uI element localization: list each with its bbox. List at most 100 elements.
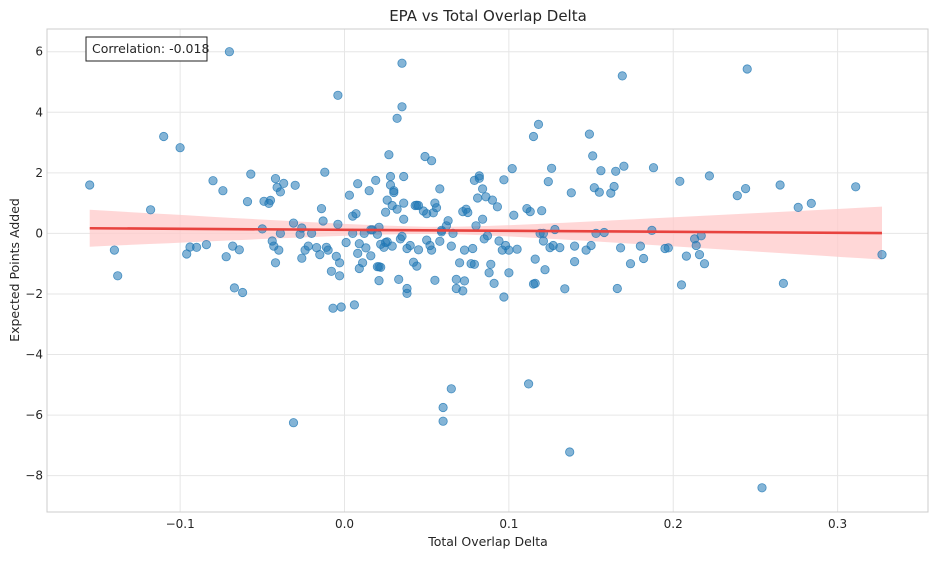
data-point [399,198,409,208]
data-point [265,195,276,205]
data-point [742,64,752,74]
data-point [472,193,483,203]
data-point [270,258,281,268]
data-point [596,166,606,176]
x-tick-label: 0.2 [664,517,683,531]
y-tick-label: 4 [35,105,43,119]
data-point [431,203,442,213]
y-axis-title: Expected Points Added [7,198,22,342]
plot-frame [46,28,929,513]
data-point [566,188,576,198]
data-point [443,216,453,226]
data-point [594,187,604,197]
data-point [691,240,701,251]
data-point [615,243,626,253]
data-point [482,231,493,241]
data-point [371,175,381,185]
data-point [113,271,123,281]
annotation-box [85,36,208,62]
data-point [288,418,299,428]
data-point [353,248,363,258]
data-point [392,204,402,214]
x-axis-title: Total Overlap Delta [427,534,548,549]
data-point [290,180,300,190]
data-point [208,176,218,186]
data-point [530,254,540,264]
data-point [221,252,231,262]
y-tick-label: −4 [25,348,43,362]
data-point [246,169,256,179]
data-point [366,251,376,261]
data-point [397,102,407,112]
data-point [315,250,325,260]
data-point [617,71,627,81]
x-tick-label: −0.1 [166,517,195,531]
data-point [538,236,549,246]
data-point [537,206,547,216]
data-point [446,384,456,394]
data-point [681,251,692,261]
data-point [387,241,397,251]
data-point [242,197,253,207]
data-point [85,180,95,190]
data-point [609,181,619,192]
data-point [374,275,384,286]
data-point [499,175,509,185]
data-point [793,202,803,212]
data-point [851,182,861,192]
y-tick-label: 0 [35,226,43,240]
data-point [234,245,244,255]
data-point [530,278,540,288]
data-point [229,283,239,293]
data-point [619,161,629,171]
data-point [399,171,409,182]
data-point [349,300,359,310]
data-point [389,187,399,198]
data-point [376,262,386,272]
data-point [569,241,580,251]
data-point [523,379,534,389]
data-point [474,173,484,183]
data-point [512,244,522,254]
data-point [275,187,285,197]
data-point [297,223,307,233]
data-point [435,184,445,194]
data-point [459,245,470,255]
data-point [224,47,234,57]
data-point [458,286,468,296]
data-point [648,163,659,173]
data-point [775,180,785,190]
data-point [540,265,550,275]
data-point [757,483,767,493]
data-point [192,242,202,252]
data-point [611,166,621,176]
y-tick-label: 2 [35,166,43,180]
data-point [412,261,422,271]
data-point [364,186,374,196]
data-point [201,240,211,250]
data-point [550,224,560,235]
data-point [361,243,371,253]
data-point [546,163,557,173]
data-point [533,119,544,130]
data-point [459,276,470,286]
annotation-text: Correlation: -0.018 [92,41,209,56]
data-point [486,259,496,269]
data-point [323,245,333,255]
data-point [109,245,120,255]
x-tick-label: 0.0 [335,517,354,531]
data-point [438,402,448,413]
data-point [357,258,368,268]
data-point [420,151,430,162]
data-point [555,243,565,253]
data-point [399,214,409,224]
data-point [699,259,710,269]
data-point [333,90,343,100]
regression-line [89,226,882,235]
data-point [468,243,478,254]
data-point [454,258,465,268]
data-point [334,258,345,268]
data-point [279,178,289,188]
